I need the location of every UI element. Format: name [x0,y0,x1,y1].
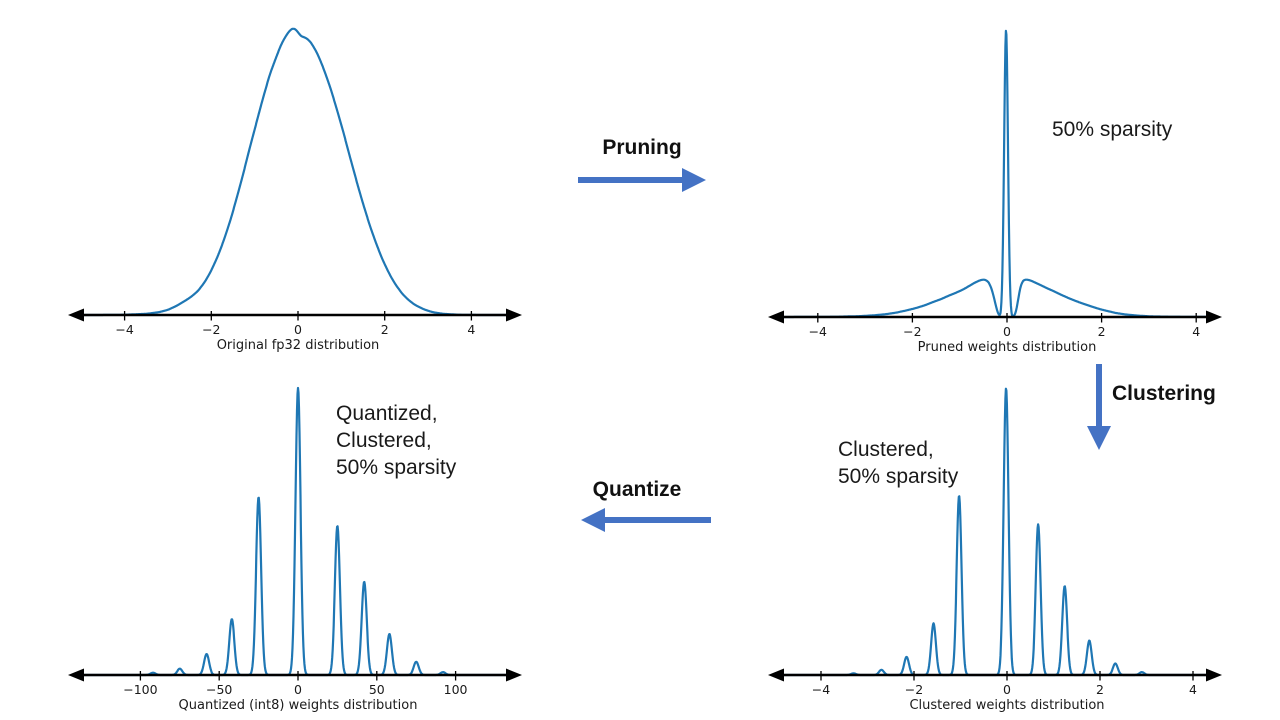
arrow-shaft [1096,364,1102,426]
axis-arrowhead-right-icon [1206,668,1222,682]
tick-label: 100 [444,682,468,697]
chart-pruned-weights-distribution: −4 −2 0 2 4 Pruned weights distribution [768,29,1222,355]
axis-arrowhead-left-icon [68,308,84,322]
tick-label: −4 [115,322,133,337]
clustered-sparsity-note: Clustered, 50% sparsity [838,436,958,490]
axis-title: Clustered weights distribution [909,698,1104,713]
axis-arrowhead-left-icon [768,310,784,324]
tick-label: −50 [206,682,232,697]
chart-clustered-weights-distribution: −4 −2 0 2 4 Clustered weights distribution [768,387,1222,713]
arrow-head [1087,426,1111,450]
axis-arrowhead-right-icon [506,308,522,322]
tick-label: −100 [123,682,157,697]
clustering-arrow-down-icon [1087,364,1111,450]
note-line: Clustered, [336,429,432,452]
note-line: 50% sparsity [838,465,959,488]
tick-label: 4 [467,322,475,337]
pruned-sparsity-note: 50% sparsity [1052,116,1172,143]
distribution-curve [771,29,1219,319]
axis-arrowhead-left-icon [768,668,784,682]
tick-label: 0 [294,682,302,697]
clustering-label: Clustering [1112,382,1216,405]
axis-arrowhead-right-icon [506,668,522,682]
distribution-curve [771,387,1219,677]
tick-label: 0 [294,322,302,337]
axis-title: Pruned weights distribution [918,340,1097,355]
tick-label: 2 [1096,682,1104,697]
axis-title: Original fp32 distribution [217,338,380,353]
axis-arrowhead-right-icon [1206,310,1222,324]
axis-arrowhead-left-icon [68,668,84,682]
arrow-shaft [605,517,711,523]
quantize-label: Quantize [592,478,682,501]
tick-label: 2 [1098,324,1106,339]
tick-label: −2 [202,322,220,337]
tick-label: −2 [903,324,921,339]
axis-title: Quantized (int8) weights distribution [179,698,418,713]
tick-label: 50 [369,682,385,697]
arrow-head [682,168,706,192]
chart-original-fp32-distribution: −4 −2 0 2 4 Original fp32 distribution [68,27,522,353]
pruning-label: Pruning [602,136,682,159]
tick-label: 2 [381,322,389,337]
note-line: 50% sparsity [336,456,457,479]
note-line: Clustered, [838,438,934,461]
chart-quantized-int8-weights-distribution: −100 −50 0 50 100 Quantized (int8) weights di… [68,386,522,713]
quantized-sparsity-note: Quantized, Clustered, 50% sparsity [336,400,456,481]
tick-label: 0 [1003,682,1011,697]
quantize-arrow-left-icon [581,508,711,532]
tick-label: −4 [809,324,827,339]
tick-label: −4 [812,682,830,697]
tick-label: 4 [1189,682,1197,697]
note-line: 50% sparsity [1052,118,1173,141]
distribution-curve [71,27,519,317]
tick-label: −2 [905,682,923,697]
arrow-shaft [578,177,682,183]
arrow-head [581,508,605,532]
tick-label: 4 [1192,324,1200,339]
note-line: Quantized, [336,402,438,425]
tick-label: 0 [1003,324,1011,339]
pruning-arrow-right-icon [578,168,706,192]
